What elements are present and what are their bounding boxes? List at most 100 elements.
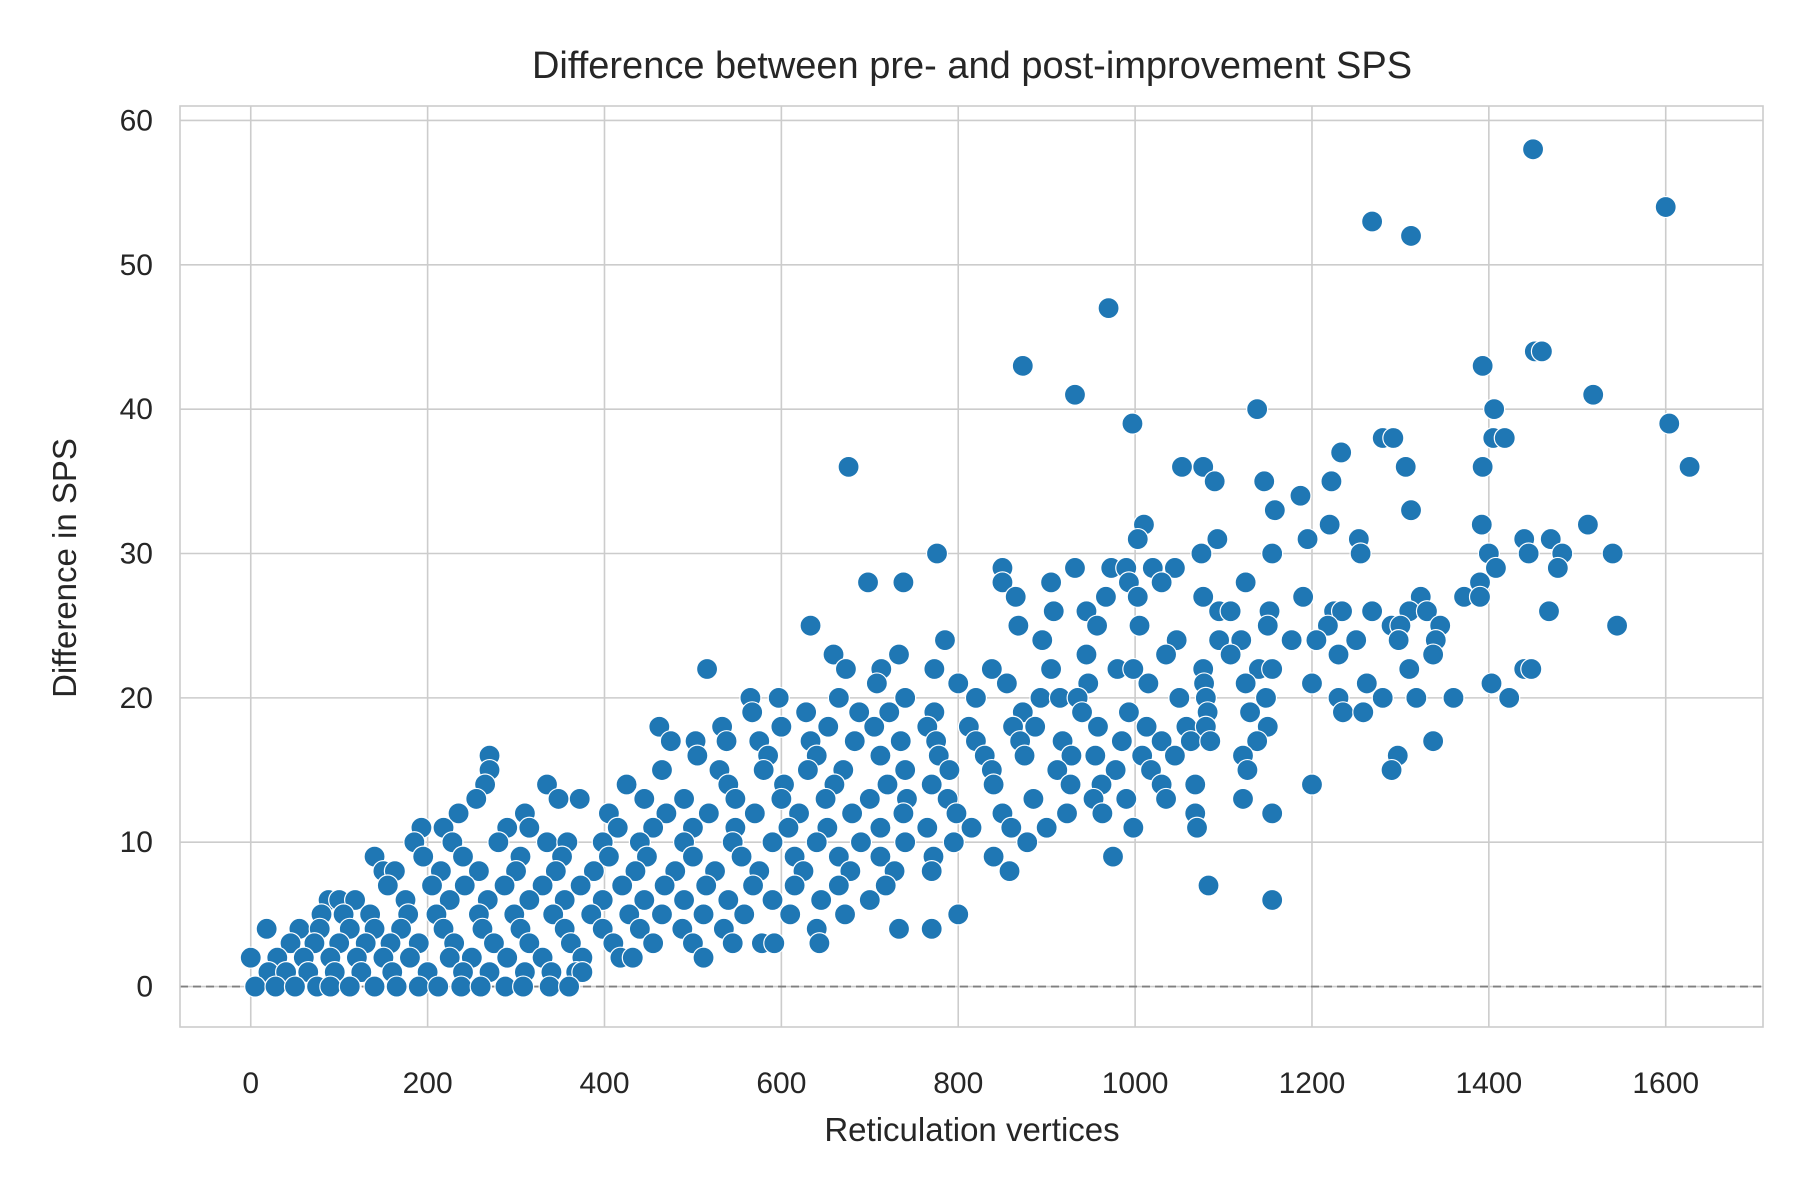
data-point (1063, 383, 1087, 406)
data-point (1520, 657, 1543, 681)
data-point (450, 975, 473, 998)
data-point (1236, 758, 1259, 782)
data-point (624, 859, 647, 883)
data-point (1261, 542, 1284, 565)
data-point (1399, 499, 1423, 522)
data-point (1231, 787, 1255, 811)
data-point (752, 758, 775, 782)
data-point (482, 932, 506, 955)
data-point (894, 758, 917, 782)
data-point (1075, 643, 1098, 666)
data-point (1300, 672, 1324, 695)
data-point (947, 672, 970, 695)
data-point (1601, 542, 1624, 565)
data-point (544, 859, 567, 883)
data-point (942, 831, 965, 854)
data-point (1253, 470, 1276, 493)
data-point (1382, 426, 1405, 450)
data-point (982, 773, 1005, 796)
data-point (1246, 398, 1269, 421)
x-axis-label: Reticulation vertices (824, 1111, 1119, 1148)
data-point (1537, 600, 1561, 623)
data-point (1126, 527, 1149, 551)
data-point (834, 657, 858, 681)
data-point (779, 903, 802, 926)
data-point (799, 614, 822, 637)
data-point (841, 802, 864, 825)
data-point (741, 874, 765, 897)
data-point (615, 773, 638, 796)
data-point (1150, 571, 1173, 594)
data-point (920, 917, 943, 940)
data-point (843, 730, 866, 753)
data-point (1261, 657, 1284, 681)
data-point (469, 975, 492, 998)
data-point (398, 946, 422, 969)
data-point (412, 845, 435, 868)
data-point (933, 629, 957, 652)
data-point (692, 946, 715, 969)
data-point (453, 874, 476, 897)
data-point (1480, 672, 1503, 695)
data-point (761, 831, 784, 854)
data-point (1318, 513, 1341, 536)
data-point (1320, 470, 1343, 493)
data-point (1330, 600, 1354, 623)
data-point (1059, 773, 1082, 796)
data-point (582, 859, 605, 883)
data-point (1470, 513, 1493, 536)
y-tick-label: 60 (120, 104, 153, 137)
data-point (721, 932, 744, 955)
data-point (923, 657, 946, 681)
x-tick-labels: 0 200 400 600 800 1000 1200 1400 1600 (242, 1067, 1699, 1100)
data-point (279, 932, 302, 955)
data-point (447, 802, 470, 825)
data-point (715, 730, 738, 753)
data-point (518, 888, 541, 912)
data-point (770, 787, 793, 811)
data-point (1238, 701, 1262, 724)
data-point (858, 888, 881, 912)
data-point (1296, 527, 1319, 551)
data-point (1422, 730, 1445, 753)
data-point (1471, 455, 1494, 478)
data-point (642, 816, 665, 839)
data-point (1046, 758, 1069, 782)
data-point (1086, 715, 1110, 738)
data-point (1327, 643, 1350, 666)
data-point (1380, 758, 1403, 782)
data-point (1168, 686, 1191, 709)
data-point (795, 701, 818, 724)
data-point (1135, 715, 1158, 738)
data-point (376, 874, 399, 897)
data-point (597, 845, 621, 868)
data-point (1084, 744, 1107, 767)
data-point (839, 859, 862, 883)
data-point (827, 686, 850, 709)
data-point (1208, 629, 1231, 652)
x-tick-label: 400 (579, 1067, 629, 1100)
data-point (1345, 629, 1368, 652)
data-point (849, 831, 873, 854)
data-point (1110, 730, 1133, 753)
data-point (1256, 614, 1279, 637)
data-point (808, 932, 831, 955)
data-point (512, 975, 535, 998)
data-point (1263, 499, 1286, 522)
data-point (569, 874, 592, 897)
data-point (945, 802, 968, 825)
grid-layer (180, 106, 1763, 1027)
data-point (427, 975, 450, 998)
data-point (1483, 398, 1506, 421)
data-point (1029, 686, 1052, 709)
data-point (1097, 297, 1120, 320)
y-axis-label: Difference in SPS (46, 438, 83, 698)
x-tick-label: 1600 (1632, 1067, 1699, 1100)
data-point (1415, 600, 1439, 623)
data-point (810, 888, 833, 912)
data-point (827, 845, 850, 868)
data-point (980, 657, 1003, 681)
data-point (1013, 744, 1036, 767)
data-point (887, 917, 911, 940)
data-point (692, 903, 715, 926)
